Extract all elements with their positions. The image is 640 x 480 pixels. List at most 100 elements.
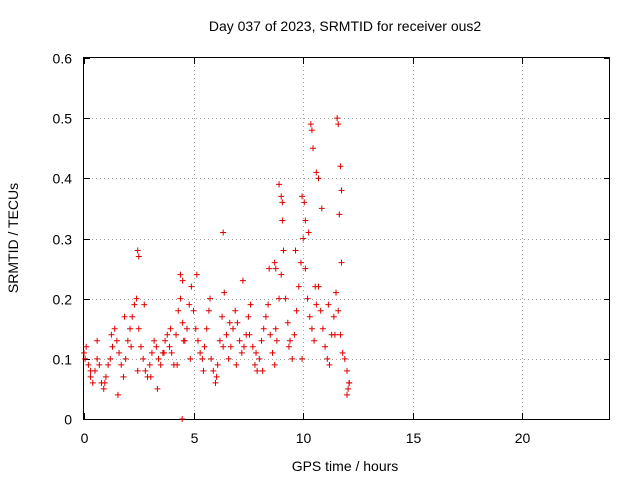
data-point — [94, 355, 101, 362]
data-point — [128, 343, 135, 350]
data-point — [325, 301, 332, 308]
data-point — [238, 349, 245, 356]
x-tick-label: 0 — [81, 430, 89, 446]
plot-frame — [83, 57, 610, 420]
data-point — [313, 301, 320, 308]
data-point — [247, 301, 254, 308]
x-axis-label: GPS time / hours — [292, 458, 399, 474]
data-point — [87, 367, 94, 374]
data-point — [219, 313, 226, 320]
data-point — [122, 355, 129, 362]
data-points — [81, 115, 353, 422]
data-point — [333, 289, 340, 296]
data-point — [164, 331, 171, 338]
data-point — [131, 301, 138, 308]
data-point — [280, 247, 287, 254]
data-point — [299, 355, 306, 362]
data-point — [272, 265, 279, 272]
data-point — [232, 307, 239, 314]
data-point — [153, 343, 160, 350]
y-tick-label: 0.4 — [53, 171, 73, 187]
data-point — [341, 355, 348, 362]
data-point — [223, 331, 230, 338]
data-point — [216, 337, 223, 344]
data-point — [260, 325, 267, 332]
data-point — [213, 373, 220, 380]
data-point — [344, 391, 350, 398]
data-point — [335, 121, 342, 128]
data-point — [101, 379, 108, 386]
data-point — [107, 355, 114, 362]
data-point — [245, 313, 252, 320]
data-point — [312, 283, 319, 290]
data-point — [142, 367, 149, 374]
data-point — [162, 337, 169, 344]
data-point — [146, 361, 153, 368]
data-point — [293, 307, 300, 314]
y-tick-label: 0.1 — [53, 352, 73, 368]
data-point — [265, 301, 272, 308]
data-point — [256, 355, 263, 362]
data-point — [336, 211, 343, 218]
data-point — [129, 313, 136, 320]
data-point — [308, 127, 315, 134]
data-point — [192, 325, 199, 332]
data-point — [87, 373, 94, 380]
data-point — [338, 187, 345, 194]
data-point — [179, 416, 186, 422]
data-point — [134, 247, 141, 254]
data-point — [338, 259, 345, 266]
data-point — [118, 361, 125, 368]
data-point — [346, 379, 353, 386]
data-point — [113, 337, 120, 344]
data-point — [307, 121, 314, 128]
data-point — [174, 361, 181, 368]
data-point — [154, 385, 161, 392]
x-tick-label: 20 — [515, 430, 531, 446]
data-point — [225, 355, 232, 362]
data-point — [317, 307, 324, 314]
data-point — [166, 343, 173, 350]
data-point — [319, 325, 326, 332]
data-point — [337, 163, 344, 170]
data-point — [155, 355, 162, 362]
data-point — [220, 229, 227, 236]
y-tick-label: 0.3 — [53, 232, 73, 248]
data-point — [102, 373, 109, 380]
data-point — [233, 361, 240, 368]
data-point — [179, 277, 186, 284]
data-point — [227, 343, 234, 350]
data-point — [193, 271, 200, 278]
data-point — [82, 355, 89, 362]
data-point — [279, 199, 286, 206]
data-point — [300, 235, 307, 242]
data-point — [207, 295, 214, 302]
data-point — [299, 193, 306, 200]
data-point — [266, 265, 273, 272]
data-point — [234, 319, 241, 326]
data-point — [157, 361, 164, 368]
data-point — [205, 307, 212, 314]
data-point — [306, 313, 313, 320]
data-point — [284, 319, 291, 326]
data-point — [120, 373, 127, 380]
data-point — [258, 337, 265, 344]
data-point — [251, 361, 258, 368]
data-point — [278, 193, 285, 200]
data-point — [194, 337, 201, 344]
data-point — [239, 277, 246, 284]
data-point — [318, 205, 325, 212]
data-point — [89, 379, 96, 386]
data-point — [167, 325, 174, 332]
x-axis-tick-labels: 0 5 10 15 20 — [81, 430, 531, 446]
data-point — [124, 337, 131, 344]
data-point — [200, 367, 207, 374]
data-point — [187, 355, 194, 362]
data-point — [179, 319, 186, 326]
data-point — [177, 271, 184, 278]
data-point — [313, 169, 320, 176]
data-point — [291, 331, 298, 338]
data-point — [331, 331, 338, 338]
data-point — [180, 337, 187, 344]
